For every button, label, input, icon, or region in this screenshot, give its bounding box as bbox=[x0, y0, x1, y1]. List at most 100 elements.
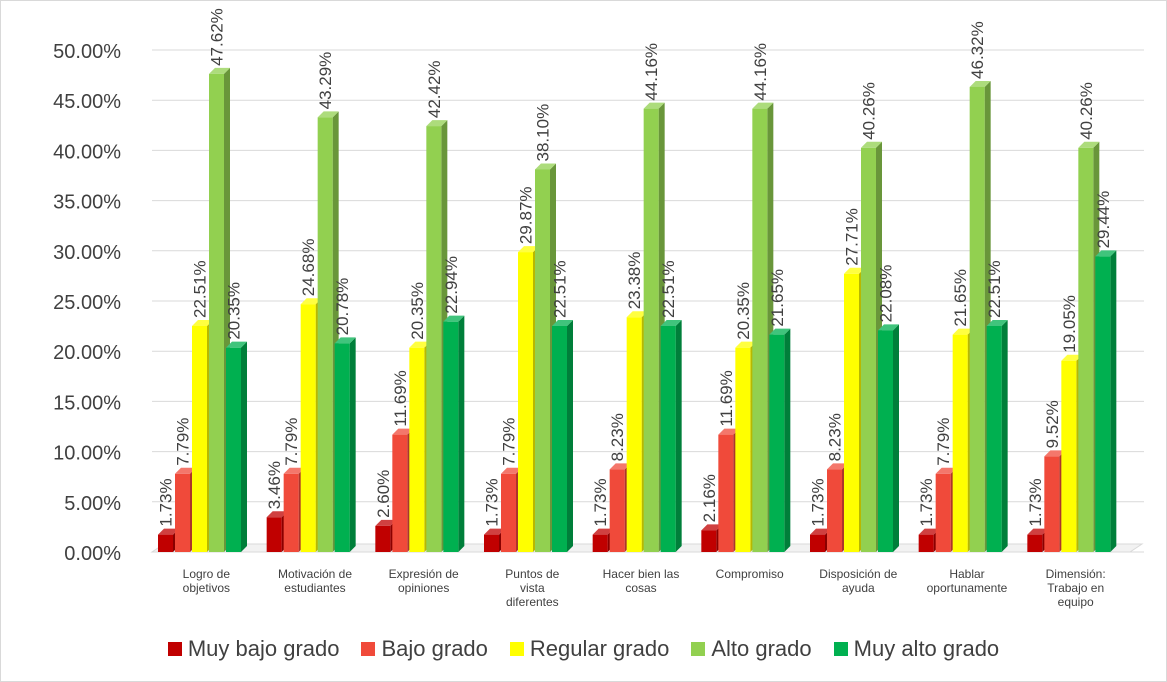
x-tick-label: Puntos de vista diferentes bbox=[505, 567, 559, 609]
x-tick-label: Hablar oportunamente bbox=[927, 567, 1008, 595]
bar-front bbox=[609, 469, 625, 552]
bar-side bbox=[1110, 250, 1117, 552]
data-label: 40.26% bbox=[860, 82, 879, 140]
bar-top bbox=[552, 319, 573, 326]
data-label: 29.44% bbox=[1094, 191, 1113, 249]
legend-item: Muy bajo grado bbox=[167, 636, 339, 662]
data-label: 7.79% bbox=[500, 418, 519, 466]
bar-top bbox=[735, 341, 757, 348]
bar-front bbox=[1061, 360, 1077, 552]
bar-top bbox=[484, 528, 505, 535]
bar bbox=[769, 328, 791, 552]
data-label: 47.62% bbox=[208, 8, 227, 66]
data-label: 20.35% bbox=[734, 282, 753, 340]
data-label: 9.52% bbox=[1043, 400, 1062, 448]
bar-top bbox=[1044, 450, 1066, 457]
x-tick-label: Dimensión: Trabajo en equipo bbox=[1046, 567, 1106, 609]
bar-front bbox=[518, 252, 533, 552]
bar-front bbox=[334, 343, 350, 552]
data-label: 1.73% bbox=[917, 478, 936, 526]
bar-front bbox=[300, 304, 316, 552]
bar-top bbox=[443, 315, 465, 322]
data-label: 7.79% bbox=[934, 418, 953, 466]
bar-top bbox=[718, 428, 740, 435]
bar-front bbox=[752, 108, 768, 552]
data-label: 22.94% bbox=[442, 256, 461, 314]
bar-front bbox=[409, 347, 425, 552]
data-label: 44.16% bbox=[751, 43, 770, 101]
bar-front bbox=[969, 86, 985, 552]
y-tick-label: 50.00% bbox=[53, 41, 121, 63]
bar bbox=[752, 102, 774, 552]
legend-swatch bbox=[691, 642, 706, 656]
data-label: 42.42% bbox=[425, 60, 444, 118]
data-label: 3.46% bbox=[265, 461, 284, 509]
bar-top bbox=[518, 246, 539, 253]
bar-front bbox=[158, 534, 173, 552]
legend-swatch bbox=[509, 642, 524, 656]
bar-top bbox=[592, 528, 614, 535]
bar-top bbox=[283, 467, 305, 474]
bar-top bbox=[986, 319, 1008, 326]
data-label: 43.29% bbox=[316, 52, 335, 110]
bar-top bbox=[226, 341, 247, 348]
bar-top bbox=[375, 519, 397, 526]
y-tick-label: 0.00% bbox=[64, 543, 121, 565]
bar-front bbox=[986, 325, 1002, 552]
y-tick-label: 10.00% bbox=[53, 443, 121, 465]
bar-front bbox=[535, 169, 550, 552]
x-tick-label: Compromiso bbox=[716, 567, 784, 581]
legend-item: Regular grado bbox=[509, 636, 670, 662]
data-label: 22.51% bbox=[985, 260, 1004, 318]
legend-swatch bbox=[833, 642, 848, 656]
x-tick-label: Hacer bien las cosas bbox=[603, 567, 680, 595]
data-label: 29.87% bbox=[517, 186, 536, 244]
bar-front bbox=[861, 147, 876, 552]
bar-side bbox=[458, 315, 465, 552]
bar-top bbox=[317, 111, 339, 118]
bar-top bbox=[918, 528, 940, 535]
bar bbox=[334, 337, 356, 552]
bar-front bbox=[317, 117, 333, 552]
data-label: 20.35% bbox=[408, 282, 427, 340]
data-label: 24.68% bbox=[299, 239, 318, 297]
bar-top bbox=[426, 120, 448, 127]
bar-front bbox=[952, 334, 968, 552]
legend-label: Alto grado bbox=[711, 636, 812, 661]
bar-side bbox=[784, 328, 791, 552]
bar-front bbox=[283, 473, 299, 552]
bar bbox=[660, 319, 682, 552]
legend-label: Regular grado bbox=[529, 636, 670, 661]
bar-top bbox=[861, 141, 882, 148]
y-tick-label: 30.00% bbox=[53, 242, 121, 264]
bar-top bbox=[643, 102, 665, 109]
bar-front bbox=[844, 273, 859, 552]
bar-front bbox=[643, 108, 659, 552]
data-label: 1.73% bbox=[157, 478, 176, 526]
data-label: 11.69% bbox=[717, 370, 736, 426]
legend-label: Bajo grado bbox=[381, 636, 488, 661]
data-label: 22.51% bbox=[551, 260, 570, 318]
bar-side bbox=[567, 319, 573, 552]
bar-front bbox=[501, 473, 516, 552]
bar bbox=[1095, 250, 1117, 552]
bar-top bbox=[535, 163, 556, 170]
y-tick-label: 20.00% bbox=[53, 342, 121, 364]
bar-front bbox=[718, 434, 734, 552]
bar-top bbox=[392, 428, 414, 435]
bar-front bbox=[827, 469, 842, 552]
bar bbox=[443, 315, 465, 552]
bar-front bbox=[878, 330, 893, 552]
bar-front bbox=[701, 530, 717, 552]
x-tick-label: Disposición de ayuda bbox=[819, 567, 897, 595]
data-label: 8.23% bbox=[826, 413, 845, 461]
bar-top bbox=[158, 528, 179, 535]
x-tick-label: Expresión de opiniones bbox=[389, 567, 459, 595]
data-label: 21.65% bbox=[951, 269, 970, 327]
data-label: 7.79% bbox=[174, 418, 193, 466]
data-label: 46.32% bbox=[968, 21, 987, 79]
bar-front bbox=[426, 126, 442, 552]
bar-top bbox=[300, 298, 322, 305]
legend-item: Bajo grado bbox=[361, 636, 488, 662]
